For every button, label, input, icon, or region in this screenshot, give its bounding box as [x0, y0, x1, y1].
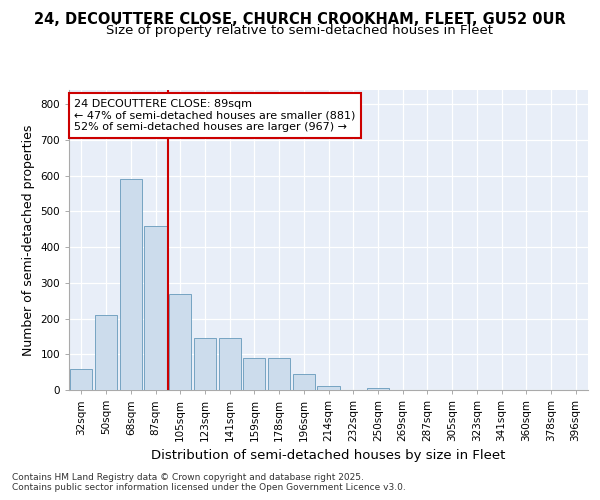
Bar — [268, 358, 290, 390]
Text: Size of property relative to semi-detached houses in Fleet: Size of property relative to semi-detach… — [107, 24, 493, 37]
X-axis label: Distribution of semi-detached houses by size in Fleet: Distribution of semi-detached houses by … — [151, 450, 506, 462]
Bar — [145, 226, 167, 390]
Bar — [95, 315, 117, 390]
Y-axis label: Number of semi-detached properties: Number of semi-detached properties — [22, 124, 35, 356]
Text: 24, DECOUTTERE CLOSE, CHURCH CROOKHAM, FLEET, GU52 0UR: 24, DECOUTTERE CLOSE, CHURCH CROOKHAM, F… — [34, 12, 566, 28]
Text: 24 DECOUTTERE CLOSE: 89sqm
← 47% of semi-detached houses are smaller (881)
52% o: 24 DECOUTTERE CLOSE: 89sqm ← 47% of semi… — [74, 99, 356, 132]
Bar — [218, 338, 241, 390]
Bar — [70, 368, 92, 390]
Bar — [367, 388, 389, 390]
Bar — [119, 180, 142, 390]
Bar — [194, 338, 216, 390]
Bar — [293, 374, 315, 390]
Text: Contains HM Land Registry data © Crown copyright and database right 2025.
Contai: Contains HM Land Registry data © Crown c… — [12, 472, 406, 492]
Bar — [169, 294, 191, 390]
Bar — [317, 386, 340, 390]
Bar — [243, 358, 265, 390]
